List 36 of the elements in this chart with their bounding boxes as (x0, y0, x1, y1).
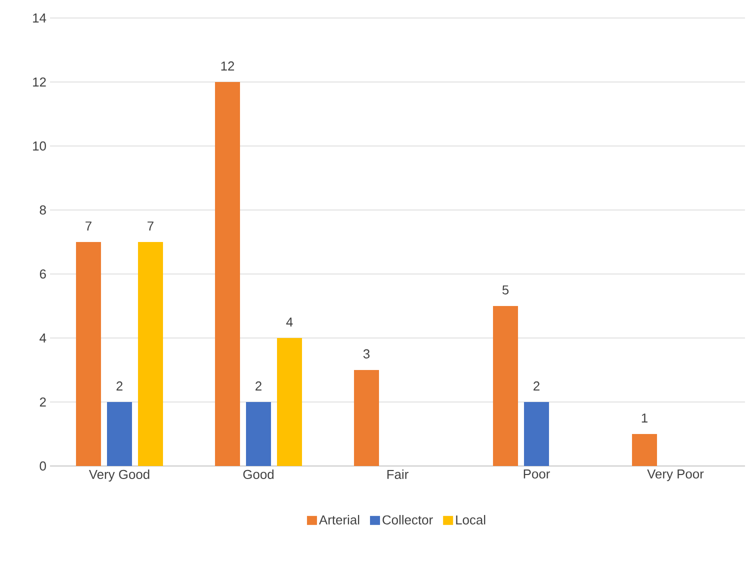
x-tick-label: Good (243, 470, 274, 480)
bar (107, 402, 132, 466)
legend-label: Local (456, 514, 486, 524)
y-tick-label: 14 (33, 14, 46, 22)
y-tick-label: 6 (40, 269, 46, 279)
data-label: 2 (256, 381, 262, 390)
bar (138, 242, 163, 466)
y-tick-label: 8 (40, 205, 46, 215)
bar (76, 242, 101, 466)
y-tick-label: 12 (33, 77, 46, 87)
bar (632, 434, 658, 466)
data-label: 2 (534, 381, 540, 390)
data-label: 12 (221, 61, 234, 70)
data-label: 7 (148, 222, 154, 230)
x-tick-label: Fair (387, 470, 408, 480)
data-label: 4 (286, 318, 293, 326)
data-label: 7 (86, 222, 92, 230)
bar (277, 338, 302, 466)
data-label: 3 (363, 349, 370, 358)
bar (354, 370, 379, 466)
data-label: 5 (502, 285, 509, 294)
x-tick-label: Very Good (88, 470, 150, 482)
legend-label: Collector (382, 514, 433, 524)
bar (524, 402, 550, 466)
y-tick-label: 2 (40, 397, 46, 407)
x-tick-label: Very Poor (647, 470, 704, 482)
x-tick-label: Poor (524, 470, 550, 479)
y-tick-label: 10 (33, 141, 46, 151)
data-label: 1 (642, 414, 648, 422)
bar (215, 82, 240, 466)
y-tick-label: 4 (40, 334, 46, 342)
bar (246, 402, 271, 466)
bar (493, 306, 518, 466)
data-label: 2 (116, 381, 122, 390)
legend-label: Arterial (319, 514, 360, 524)
y-tick-label: 0 (40, 461, 46, 471)
